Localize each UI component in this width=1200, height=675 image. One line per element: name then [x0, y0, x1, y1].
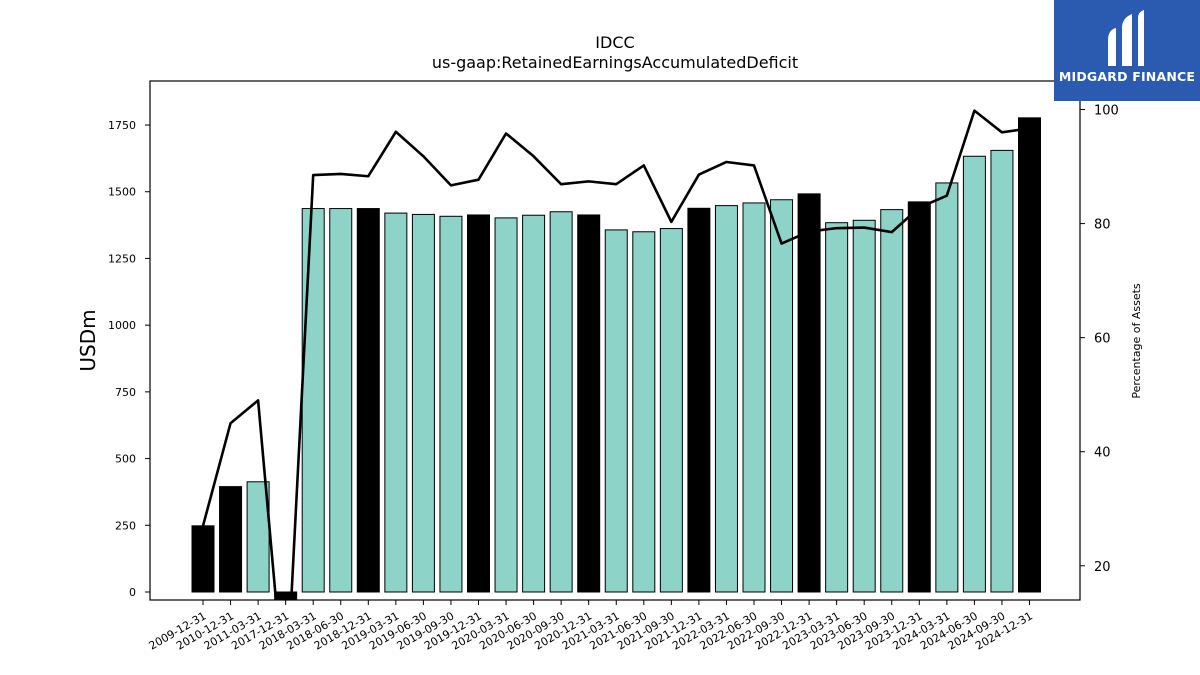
bar-2018-03-31	[301, 208, 325, 593]
bar-2019-12-31	[467, 214, 490, 593]
bar-2019-06-30	[411, 213, 435, 593]
bar-2022-03-31	[714, 205, 738, 593]
bar-2022-06-30	[742, 202, 766, 593]
bar-2017-12-31	[274, 591, 298, 601]
y-tick-label: 0	[129, 586, 136, 599]
y2-axis-label: Percentage of Assets	[1130, 283, 1143, 399]
bar-2022-12-31	[797, 193, 821, 593]
y-tick-label: 500	[115, 453, 136, 466]
percentage-line	[201, 109, 1030, 600]
bar-2021-12-31	[687, 207, 711, 593]
y-tick-label: 1000	[108, 319, 136, 332]
bar-2021-03-31	[604, 229, 628, 593]
y-tick-label: 1250	[108, 252, 136, 265]
y-tick-label: 250	[115, 519, 136, 532]
bar-2020-06-30	[522, 214, 546, 593]
bar-2021-06-30	[632, 231, 656, 593]
bar-2010-12-31	[219, 486, 243, 593]
bar-2024-03-31	[935, 182, 959, 593]
y-tick-label: 750	[115, 386, 136, 399]
bar-2019-03-31	[384, 212, 408, 593]
bar-2020-12-31	[577, 214, 601, 593]
y-axis-label: USDm	[76, 309, 100, 371]
brand-name: MIDGARD FINANCE	[1058, 69, 1196, 84]
bar-2022-09-30	[770, 199, 794, 593]
plot-frame	[149, 80, 1081, 601]
bar-2018-12-31	[356, 208, 380, 593]
y2-tick-label: 100	[1094, 104, 1119, 119]
bar-2021-09-30	[659, 228, 683, 593]
bar-2024-06-30	[962, 155, 986, 593]
bar-2019-09-30	[439, 215, 463, 593]
y2-tick-label: 80	[1094, 218, 1111, 233]
chart-title: IDCC	[595, 33, 635, 52]
bar-2009-12-31	[191, 525, 215, 593]
chart-subtitle: us-gaap:RetainedEarningsAccumulatedDefic…	[431, 53, 799, 72]
bar-2024-09-30	[990, 149, 1014, 593]
y-tick-label: 1750	[108, 119, 136, 132]
bar-2018-06-30	[329, 208, 353, 593]
bar-2023-12-31	[907, 201, 931, 593]
bar-2023-09-30	[880, 209, 904, 593]
y2-tick-label: 20	[1094, 560, 1111, 575]
bar-2020-03-31	[494, 217, 518, 593]
y-tick-label: 1500	[108, 186, 136, 199]
bar-2023-03-31	[825, 222, 849, 593]
bar-2023-06-30	[852, 219, 876, 593]
y2-tick-label: 40	[1094, 446, 1111, 461]
bar-2024-12-31	[1018, 117, 1041, 593]
bar-2020-09-30	[549, 211, 573, 593]
midgard-m-logo-icon	[1108, 10, 1144, 66]
brand-logo: MIDGARD FINANCE	[1054, 0, 1200, 101]
y2-tick-label: 60	[1094, 332, 1111, 347]
